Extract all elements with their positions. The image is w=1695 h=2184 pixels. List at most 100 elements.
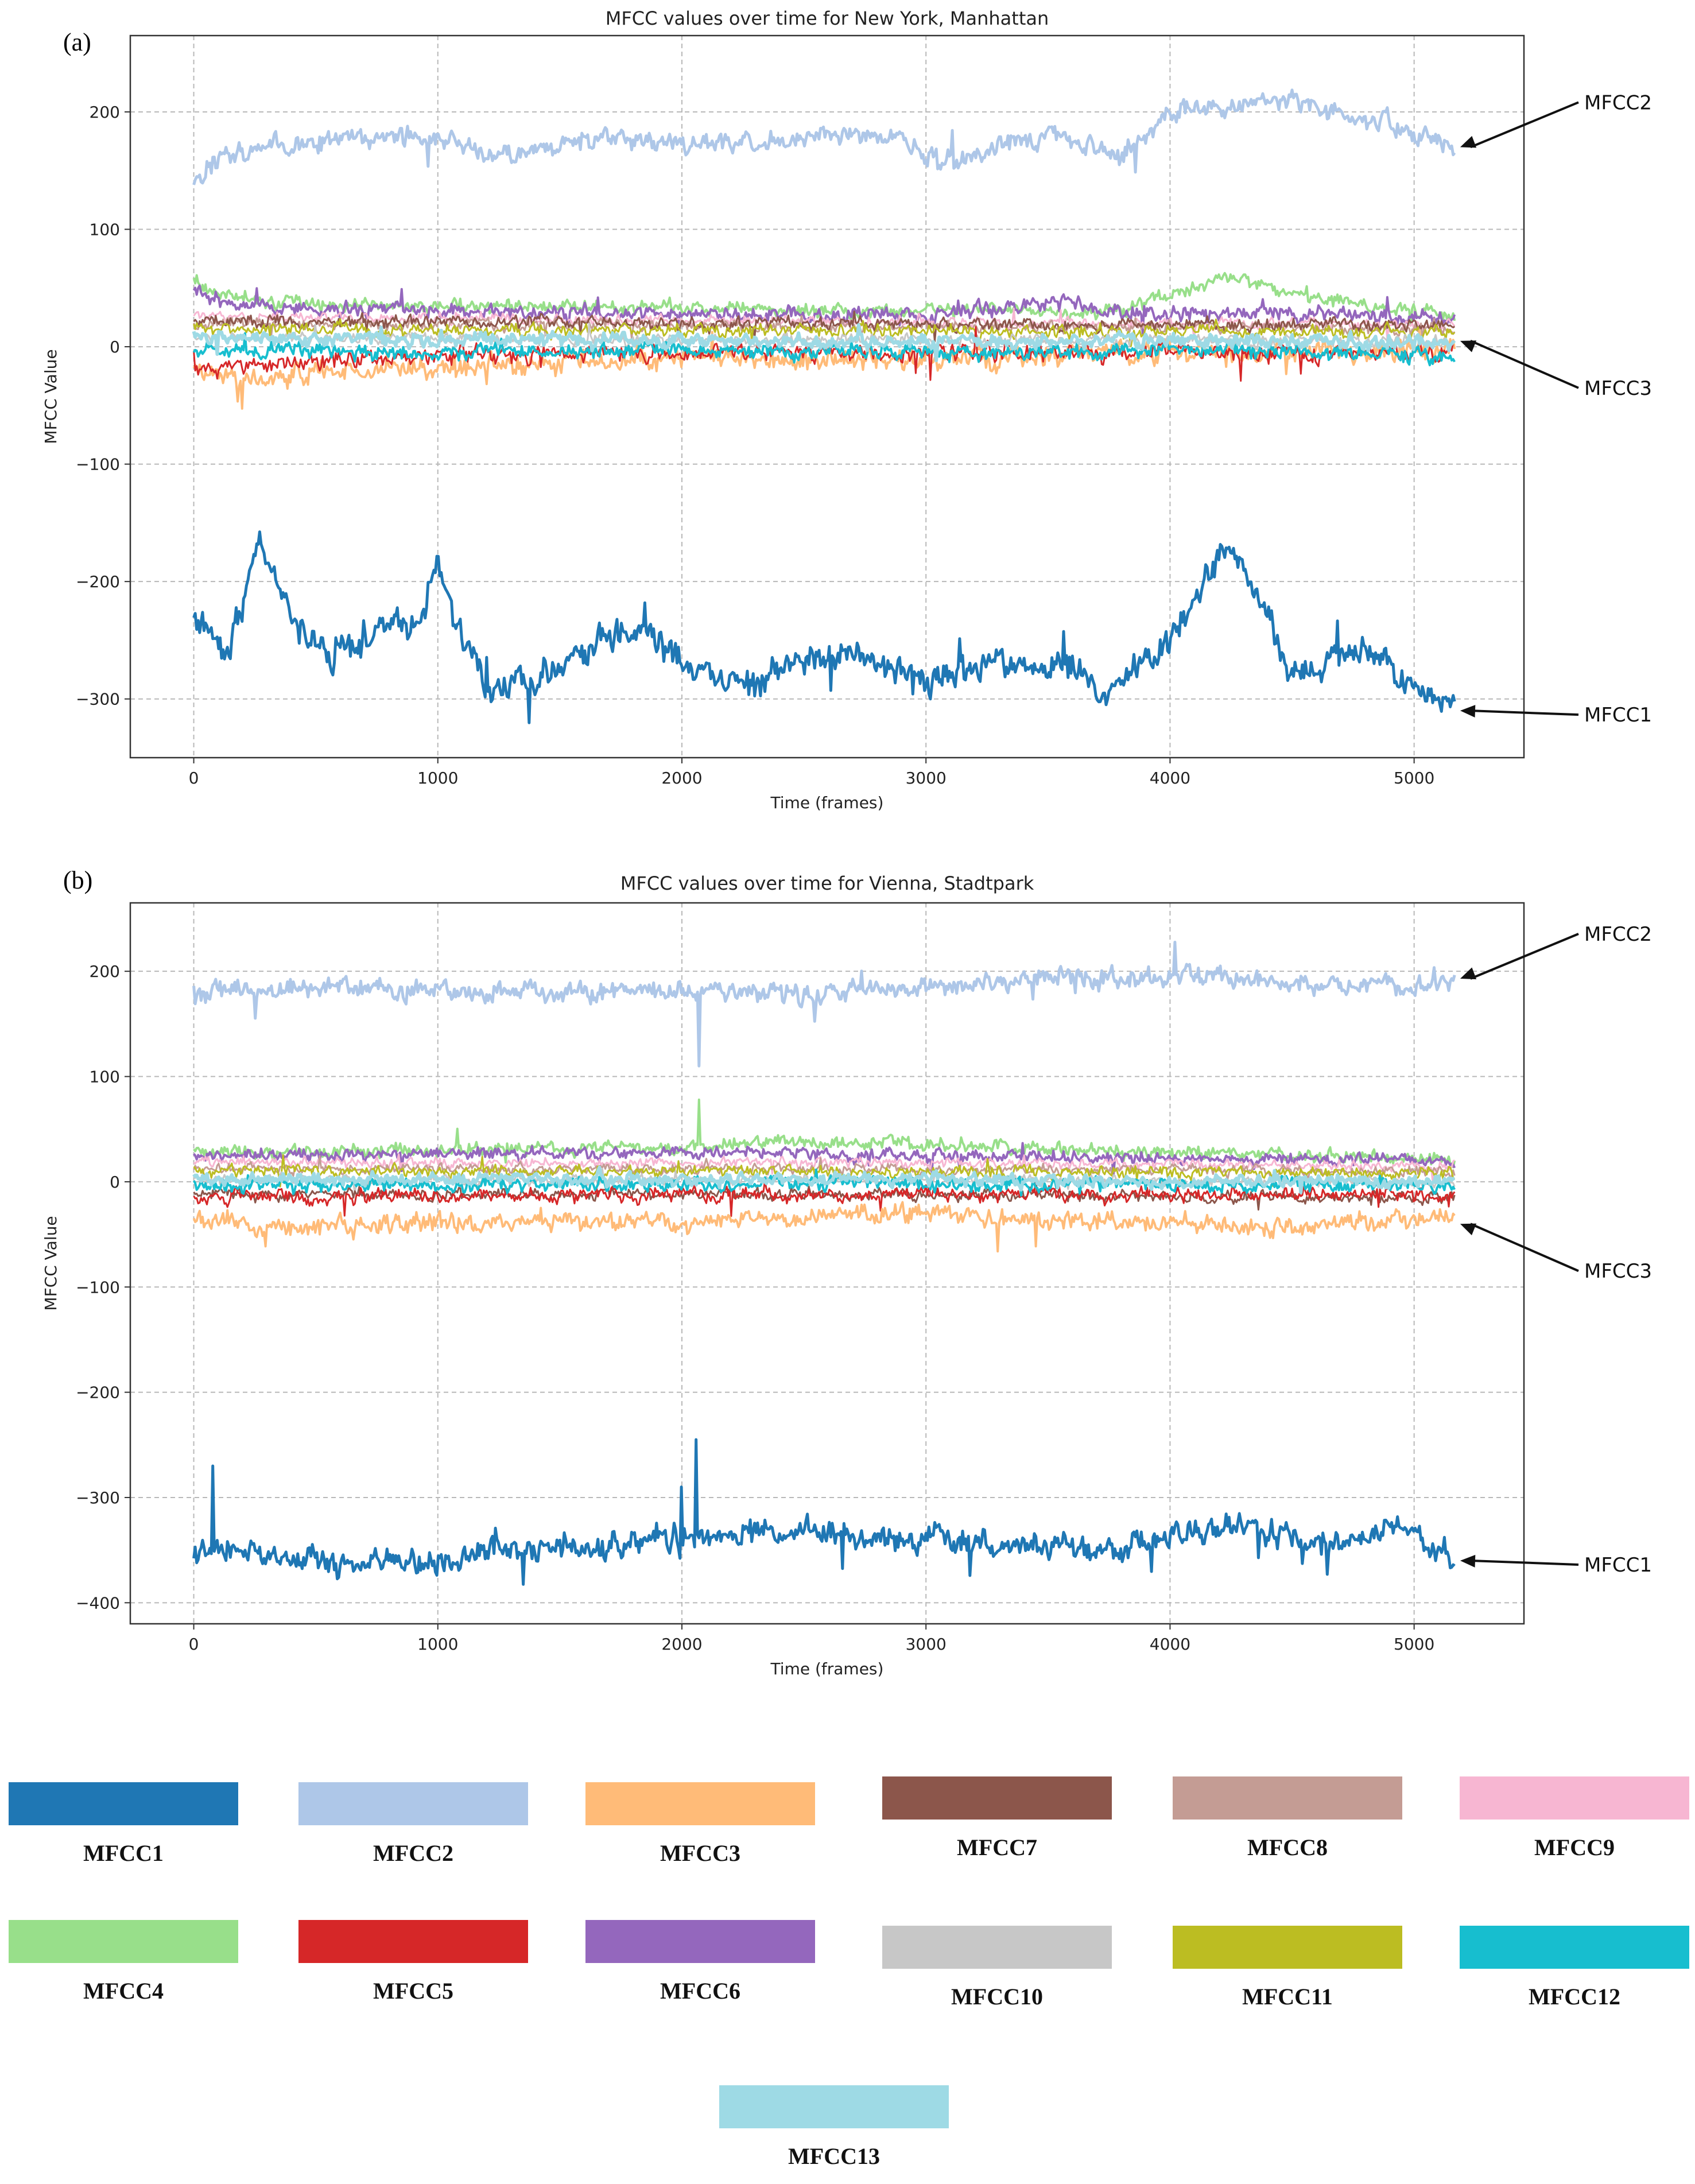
annotation-arrowhead — [1460, 1223, 1477, 1236]
annotation-label: MFCC1 — [1584, 1554, 1652, 1577]
series-mfcc13 — [192, 323, 1456, 362]
y-tick-label: 200 — [90, 962, 120, 981]
series-mfcc11 — [193, 1154, 1456, 1188]
annotation-arrow — [1470, 101, 1579, 149]
legend-swatch — [719, 2085, 949, 2128]
legend-swatch — [9, 1920, 238, 1963]
annotation-arrowhead — [1460, 340, 1477, 352]
annotation-arrowhead — [1460, 1554, 1476, 1568]
y-tick-label: −300 — [76, 690, 120, 709]
series-mfcc3 — [192, 329, 1456, 410]
annotation-arrow — [1470, 1559, 1579, 1566]
y-tick-label: 100 — [90, 1068, 120, 1087]
series-mfcc7 — [193, 1178, 1456, 1211]
x-tick-label: 3000 — [906, 1635, 947, 1654]
legend-item: MFCC10 — [882, 1926, 1112, 2010]
legend-swatch — [1460, 1926, 1689, 1969]
legend-item: MFCC6 — [585, 1920, 815, 2004]
legend-swatch — [1173, 1926, 1402, 1969]
y-tick-label: −300 — [76, 1488, 120, 1507]
series-mfcc4 — [192, 1098, 1456, 1169]
legend-label: MFCC8 — [1247, 1834, 1328, 1860]
series-mfcc7 — [193, 310, 1456, 343]
series-mfcc3 — [192, 1201, 1456, 1253]
series-mfcc13 — [192, 1165, 1456, 1194]
y-tick-label: −100 — [76, 455, 120, 474]
x-tick-label: 4000 — [1150, 1635, 1190, 1654]
legend-swatch — [882, 1926, 1112, 1969]
legend-label: MFCC3 — [660, 1840, 740, 1866]
x-axis-label: Time (frames) — [770, 1659, 884, 1678]
legend: MFCC1 MFCC2 MFCC3 MFCC7 MFCC8 MFCC9 MFCC4 MFCC5… — [9, 1776, 1689, 2169]
legend-item: MFCC9 — [1460, 1776, 1689, 1860]
y-tick-label: 100 — [90, 220, 120, 239]
series-mfcc2 — [192, 88, 1456, 185]
y-axis-label: MFCC Value — [41, 349, 60, 444]
annotation-label: MFCC2 — [1584, 91, 1652, 114]
legend-label: MFCC11 — [1242, 1984, 1333, 2010]
x-tick-label: 1000 — [417, 769, 458, 788]
legend-item: MFCC2 — [298, 1782, 528, 1866]
legend-swatch — [585, 1920, 815, 1963]
legend-item: MFCC12 — [1460, 1926, 1689, 2010]
series-mfcc11 — [193, 318, 1456, 347]
x-tick-label: 4000 — [1150, 769, 1190, 788]
chart-panel-a: (a) MFCC values over time for New York, M… — [41, 7, 1652, 812]
y-axis-label: MFCC Value — [41, 1216, 60, 1310]
annotation-arrowhead — [1460, 705, 1476, 718]
annotation-arrow — [1470, 1223, 1579, 1273]
legend-swatch — [1460, 1776, 1689, 1820]
series-mfcc12 — [192, 332, 1456, 367]
legend-item: MFCC11 — [1173, 1926, 1402, 2010]
x-tick-label: 5000 — [1394, 1635, 1434, 1654]
legend-item: MFCC8 — [1173, 1776, 1402, 1860]
annotation-label: MFCC3 — [1584, 377, 1652, 400]
legend-label: MFCC12 — [1529, 1984, 1620, 2010]
legend-swatch — [585, 1782, 815, 1825]
x-tick-label: 0 — [189, 769, 199, 788]
annotation-label: MFCC3 — [1584, 1260, 1652, 1283]
y-tick-label: 200 — [90, 103, 120, 122]
series-mfcc2 — [192, 941, 1456, 1068]
series-mfcc9 — [193, 1153, 1456, 1183]
legend-swatch — [298, 1920, 528, 1963]
x-tick-label: 1000 — [417, 1635, 458, 1654]
legend-label: MFCC4 — [83, 1978, 164, 2004]
legend-label: MFCC5 — [373, 1978, 453, 2004]
series-mfcc1 — [192, 1438, 1456, 1586]
legend-swatch — [298, 1782, 528, 1825]
legend-item: MFCC5 — [298, 1920, 528, 2004]
legend-label: MFCC13 — [788, 2143, 880, 2169]
series-group — [192, 941, 1456, 1586]
legend-label: MFCC7 — [957, 1834, 1037, 1860]
legend-swatch — [1173, 1776, 1402, 1820]
legend-label: MFCC2 — [373, 1840, 453, 1866]
panel-letter: (a) — [63, 28, 91, 56]
series-mfcc8 — [193, 1155, 1456, 1180]
legend-label: MFCC6 — [660, 1978, 740, 2004]
legend-label: MFCC10 — [951, 1984, 1043, 2010]
plot-frame — [129, 34, 1525, 759]
y-tick-label: −400 — [76, 1593, 120, 1612]
x-tick-label: 3000 — [906, 769, 947, 788]
annotation-arrow — [1470, 709, 1579, 716]
annotation-arrowhead — [1460, 967, 1477, 980]
x-tick-label: 2000 — [661, 1635, 702, 1654]
y-tick-label: 0 — [110, 338, 120, 356]
chart-panels: (a) MFCC values over time for New York, M… — [41, 7, 1652, 1678]
legend-label: MFCC9 — [1534, 1834, 1615, 1860]
y-tick-label: −200 — [76, 572, 120, 591]
x-tick-label: 5000 — [1394, 769, 1434, 788]
x-axis-label: Time (frames) — [770, 793, 884, 812]
chart-title: MFCC values over time for Vienna, Stadtp… — [620, 872, 1034, 894]
legend-swatch — [9, 1782, 238, 1825]
legend-item: MFCC3 — [585, 1782, 815, 1866]
x-tick-label: 0 — [189, 1635, 199, 1654]
annotation-arrow — [1470, 933, 1579, 980]
legend-swatch — [882, 1776, 1112, 1820]
chart-panel-b: (b) MFCC values over time for Vienna, Sta… — [41, 866, 1652, 1678]
legend-label: MFCC1 — [83, 1840, 164, 1866]
series-group — [192, 88, 1456, 724]
legend-item: MFCC1 — [9, 1782, 238, 1866]
